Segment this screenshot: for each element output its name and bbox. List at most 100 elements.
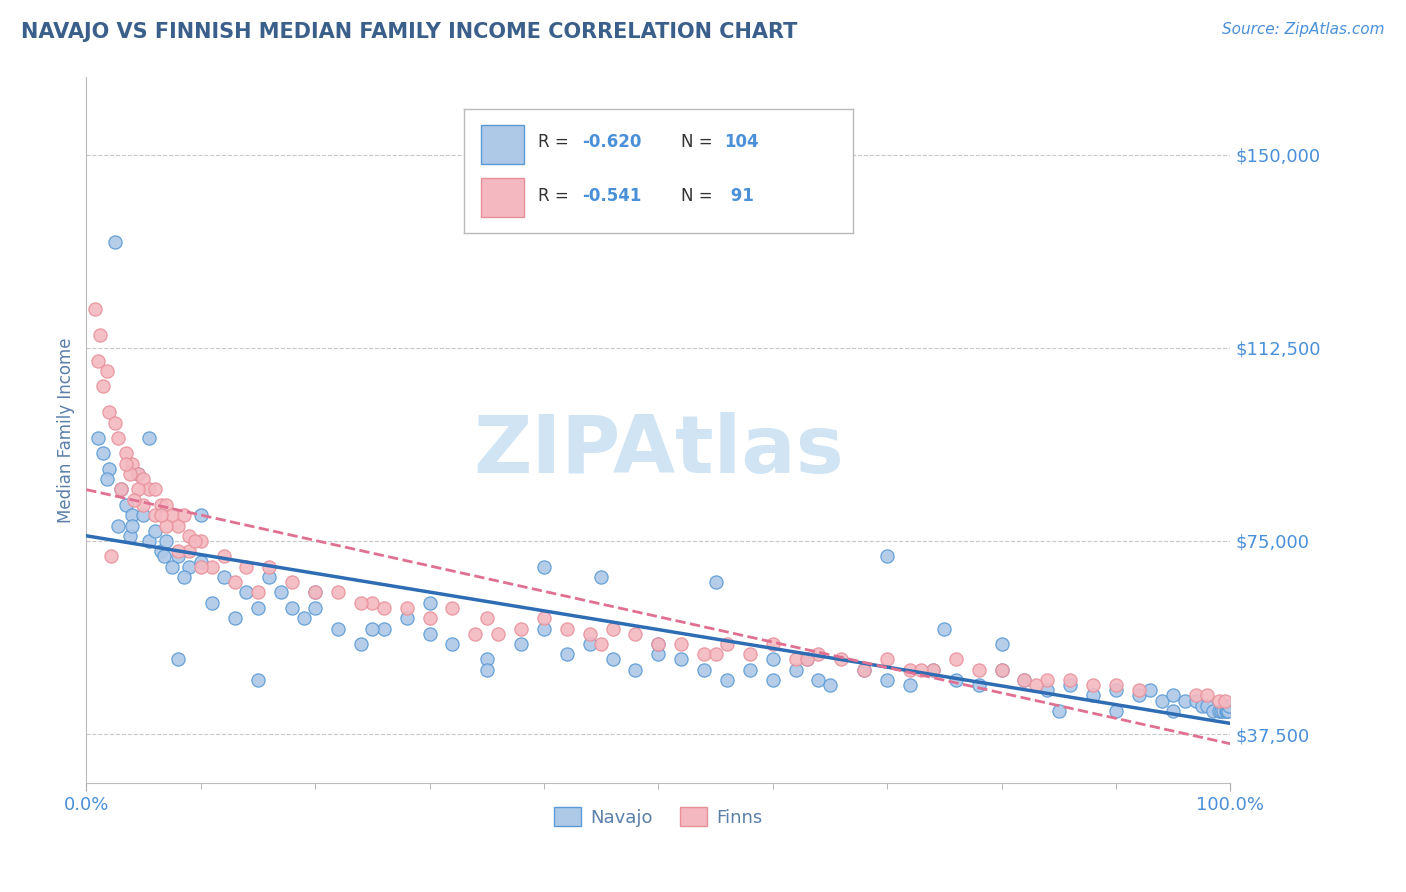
Point	[1218, 698, 1240, 713]
Point	[1081, 689, 1104, 703]
Point	[124, 492, 146, 507]
Point	[967, 678, 990, 692]
Point	[1212, 704, 1234, 718]
Point	[281, 601, 304, 615]
Point	[1036, 673, 1059, 687]
Point	[155, 533, 177, 548]
Point	[1081, 678, 1104, 692]
Point	[149, 508, 172, 523]
Point	[555, 622, 578, 636]
Point	[785, 663, 807, 677]
Point	[246, 673, 269, 687]
Point	[201, 596, 224, 610]
Point	[246, 585, 269, 599]
Point	[1208, 704, 1230, 718]
Point	[1047, 704, 1070, 718]
Point	[693, 648, 716, 662]
Point	[160, 559, 183, 574]
Point	[591, 570, 613, 584]
Point	[1036, 683, 1059, 698]
Point	[475, 611, 498, 625]
Point	[395, 601, 418, 615]
Point	[853, 663, 876, 677]
Point	[93, 379, 115, 393]
Point	[1211, 704, 1233, 718]
Point	[132, 498, 155, 512]
Point	[922, 663, 945, 677]
Point	[475, 663, 498, 677]
Point	[98, 462, 121, 476]
Point	[475, 652, 498, 666]
Point	[179, 529, 201, 543]
Point	[166, 549, 188, 564]
Point	[361, 622, 384, 636]
Point	[510, 622, 533, 636]
Point	[96, 472, 118, 486]
Point	[704, 648, 727, 662]
Point	[785, 652, 807, 666]
Point	[179, 559, 201, 574]
Point	[1197, 689, 1219, 703]
Point	[155, 518, 177, 533]
Point	[190, 533, 212, 548]
Point	[1139, 683, 1161, 698]
Point	[87, 353, 110, 368]
Point	[762, 652, 785, 666]
Point	[1059, 673, 1081, 687]
Point	[830, 652, 852, 666]
Point	[96, 364, 118, 378]
Point	[1014, 673, 1036, 687]
Point	[1059, 678, 1081, 692]
FancyBboxPatch shape	[481, 178, 524, 217]
Point	[1213, 693, 1236, 707]
Point	[127, 467, 149, 481]
Point	[1105, 678, 1128, 692]
Point	[441, 601, 464, 615]
Text: 91: 91	[724, 187, 754, 205]
Point	[441, 637, 464, 651]
Text: Source: ZipAtlas.com: Source: ZipAtlas.com	[1222, 22, 1385, 37]
Point	[115, 457, 138, 471]
Point	[533, 559, 555, 574]
Point	[190, 508, 212, 523]
Point	[212, 570, 235, 584]
Point	[1215, 704, 1237, 718]
Point	[107, 431, 129, 445]
Point	[132, 472, 155, 486]
Point	[807, 648, 830, 662]
Point	[304, 585, 326, 599]
Point	[166, 544, 188, 558]
Point	[160, 508, 183, 523]
Point	[104, 235, 127, 250]
Point	[510, 637, 533, 651]
Point	[898, 678, 921, 692]
Point	[876, 652, 898, 666]
Point	[87, 431, 110, 445]
Point	[898, 663, 921, 677]
Point	[716, 673, 738, 687]
Point	[100, 549, 122, 564]
Point	[738, 648, 761, 662]
Point	[876, 549, 898, 564]
Point	[990, 663, 1012, 677]
Point	[107, 518, 129, 533]
Point	[1161, 704, 1184, 718]
Point	[418, 611, 440, 625]
Text: N =: N =	[681, 187, 718, 205]
Point	[1014, 673, 1036, 687]
Point	[149, 498, 172, 512]
Point	[292, 611, 315, 625]
Point	[807, 673, 830, 687]
Point	[93, 446, 115, 460]
Point	[533, 611, 555, 625]
Point	[922, 663, 945, 677]
Point	[259, 570, 281, 584]
Point	[350, 596, 373, 610]
Point	[212, 549, 235, 564]
Text: 104: 104	[724, 134, 759, 152]
Point	[1185, 689, 1208, 703]
Point	[153, 549, 176, 564]
Point	[224, 575, 246, 590]
Point	[1174, 693, 1197, 707]
Point	[762, 673, 785, 687]
